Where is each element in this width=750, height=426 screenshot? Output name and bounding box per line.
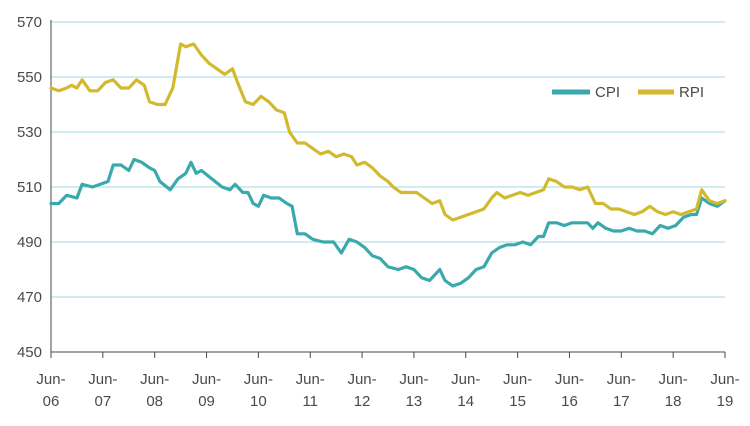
x-tick-label-bottom: 18 — [665, 393, 682, 410]
y-tick-label: 550 — [17, 69, 42, 86]
y-tick-label: 530 — [17, 124, 42, 141]
legend-label-cpi: CPI — [595, 84, 620, 101]
legend-item-cpi: CPI — [552, 84, 620, 101]
x-tick-label-bottom: 12 — [354, 393, 371, 410]
x-tick-label-top: Jun- — [192, 371, 221, 388]
x-tick-label-bottom: 15 — [509, 393, 526, 410]
x-tick-label-top: Jun- — [36, 371, 65, 388]
x-tick-label-top: Jun- — [503, 371, 532, 388]
x-tick-label-top: Jun- — [607, 371, 636, 388]
x-tick-label-top: Jun- — [296, 371, 325, 388]
legend-label-rpi: RPI — [679, 84, 704, 101]
x-tick-label-top: Jun- — [399, 371, 428, 388]
x-tick-label-top: Jun- — [659, 371, 688, 388]
x-tick-label-bottom: 16 — [561, 393, 578, 410]
x-tick-label-bottom: 09 — [198, 393, 215, 410]
x-tick-label-bottom: 14 — [457, 393, 474, 410]
legend: CPI RPI — [552, 84, 704, 101]
x-tick-label-bottom: 06 — [43, 393, 60, 410]
x-tick-label-bottom: 13 — [406, 393, 423, 410]
x-tick-label-bottom: 07 — [95, 393, 112, 410]
y-tick-label: 570 — [17, 14, 42, 31]
y-tick-label: 490 — [17, 234, 42, 251]
x-tick-label-bottom: 17 — [613, 393, 630, 410]
x-tick-label-top: Jun- — [140, 371, 169, 388]
y-tick-labels: 450 470 490 510 530 550 570 — [17, 14, 42, 361]
y-tick-label: 510 — [17, 179, 42, 196]
x-tick-label-top: Jun- — [244, 371, 273, 388]
series-line-cpi — [49, 157, 727, 288]
x-tick-labels: Jun- 06 Jun- 07 Jun- 08 Jun- 09 Jun- 10 Jun- 11 Jun-… — [36, 371, 739, 410]
x-tick-label-top: Jun- — [710, 371, 739, 388]
x-tick-label-top: Jun- — [347, 371, 376, 388]
x-tick-label-top: Jun- — [451, 371, 480, 388]
x-tick-label-bottom: 11 — [302, 393, 318, 410]
x-tick-label-top: Jun- — [555, 371, 584, 388]
gridlines — [51, 21, 725, 298]
series-line-rpi — [49, 42, 727, 222]
series-lines — [49, 42, 727, 288]
x-tick-label-top: Jun- — [88, 371, 117, 388]
x-tick-label-bottom: 19 — [717, 393, 734, 410]
x-tick-label-bottom: 10 — [250, 393, 267, 410]
x-tick-label-bottom: 08 — [146, 393, 163, 410]
legend-item-rpi: RPI — [638, 84, 704, 101]
y-tick-label: 450 — [17, 344, 42, 361]
axes — [50, 20, 726, 358]
y-tick-label: 470 — [17, 289, 42, 306]
